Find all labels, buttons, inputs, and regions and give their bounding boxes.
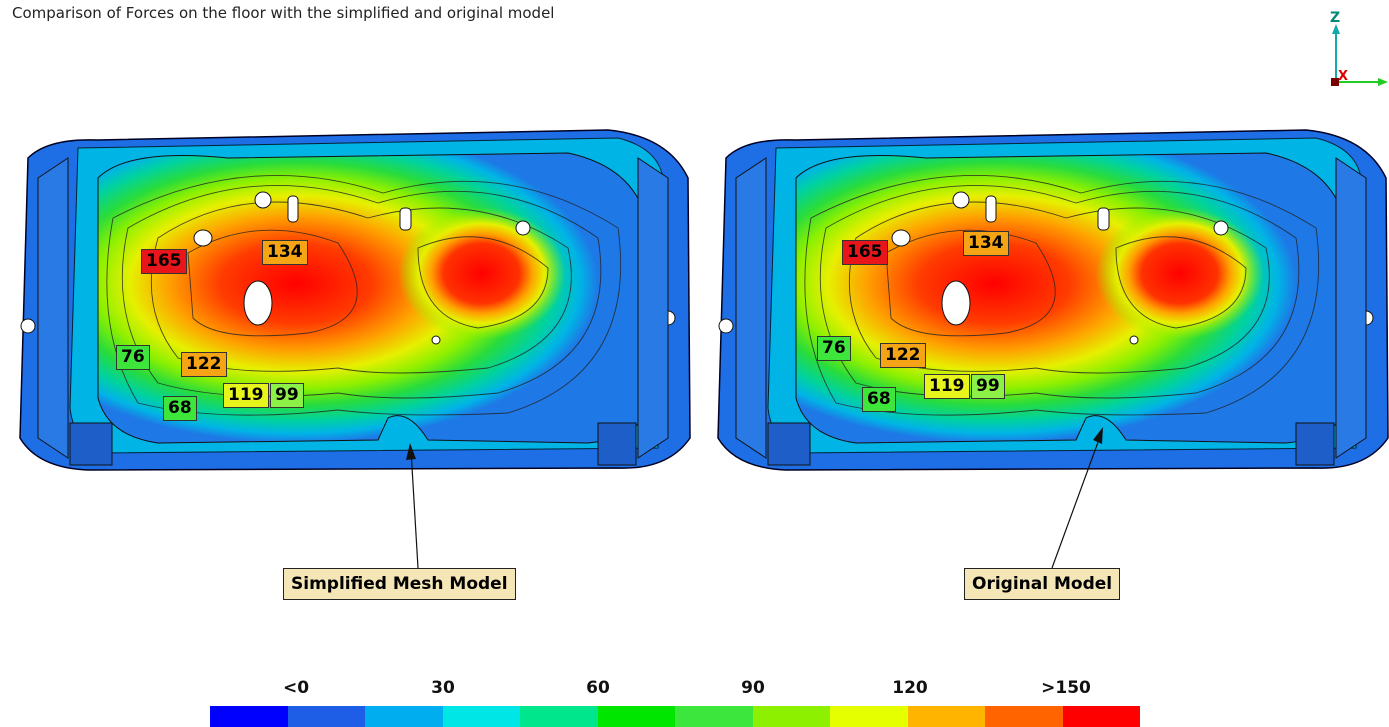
legend-swatch-5 — [597, 706, 675, 727]
z-axis-label: Z — [1330, 10, 1340, 26]
legend-swatch-6 — [675, 706, 753, 727]
force-tag-134: 134 — [262, 240, 308, 265]
legend-swatch-0 — [210, 706, 288, 727]
legend-label-30: 30 — [431, 678, 455, 698]
original-model-view — [706, 118, 1389, 478]
force-tag-122: 122 — [880, 343, 926, 368]
original-floor-contour — [717, 129, 1389, 471]
force-tag-134: 134 — [963, 231, 1009, 256]
force-tag-122: 122 — [181, 352, 227, 377]
force-tag-68: 68 — [163, 396, 197, 421]
force-tag-99: 99 — [270, 383, 304, 408]
legend-swatch-10 — [985, 706, 1063, 727]
legend-swatch-11 — [1062, 706, 1140, 727]
x-axis-label: X — [1338, 69, 1348, 84]
force-tag-76: 76 — [817, 336, 851, 361]
legend-label-min: <0 — [282, 678, 310, 698]
force-tag-76: 76 — [116, 345, 150, 370]
legend-label-120: 120 — [892, 678, 928, 698]
legend-swatch-1 — [287, 706, 365, 727]
legend-swatch-4 — [520, 706, 598, 727]
simplified-model-callout: Simplified Mesh Model — [283, 568, 516, 600]
original-model-callout: Original Model — [964, 568, 1121, 600]
legend-swatch-3 — [442, 706, 520, 727]
legend-swatch-7 — [752, 706, 830, 727]
force-tag-165: 165 — [141, 249, 187, 274]
color-scale-bar — [210, 706, 1140, 727]
simplified-model-view — [8, 118, 698, 478]
force-tag-99: 99 — [971, 374, 1005, 399]
force-tag-165: 165 — [842, 240, 888, 265]
legend-swatch-8 — [830, 706, 908, 727]
legend-label-90: 90 — [741, 678, 765, 698]
legend-label-max: >150 — [1041, 678, 1091, 698]
legend-swatch-9 — [907, 706, 985, 727]
legend-swatch-2 — [365, 706, 443, 727]
axis-triad: Z X — [1318, 4, 1388, 94]
figure-caption: Comparison of Forces on the floor with t… — [12, 4, 555, 22]
force-tag-68: 68 — [862, 387, 896, 412]
legend-label-60: 60 — [586, 678, 610, 698]
force-tag-119: 119 — [223, 383, 269, 408]
force-tag-119: 119 — [924, 374, 970, 399]
simplified-floor-contour — [19, 129, 691, 471]
